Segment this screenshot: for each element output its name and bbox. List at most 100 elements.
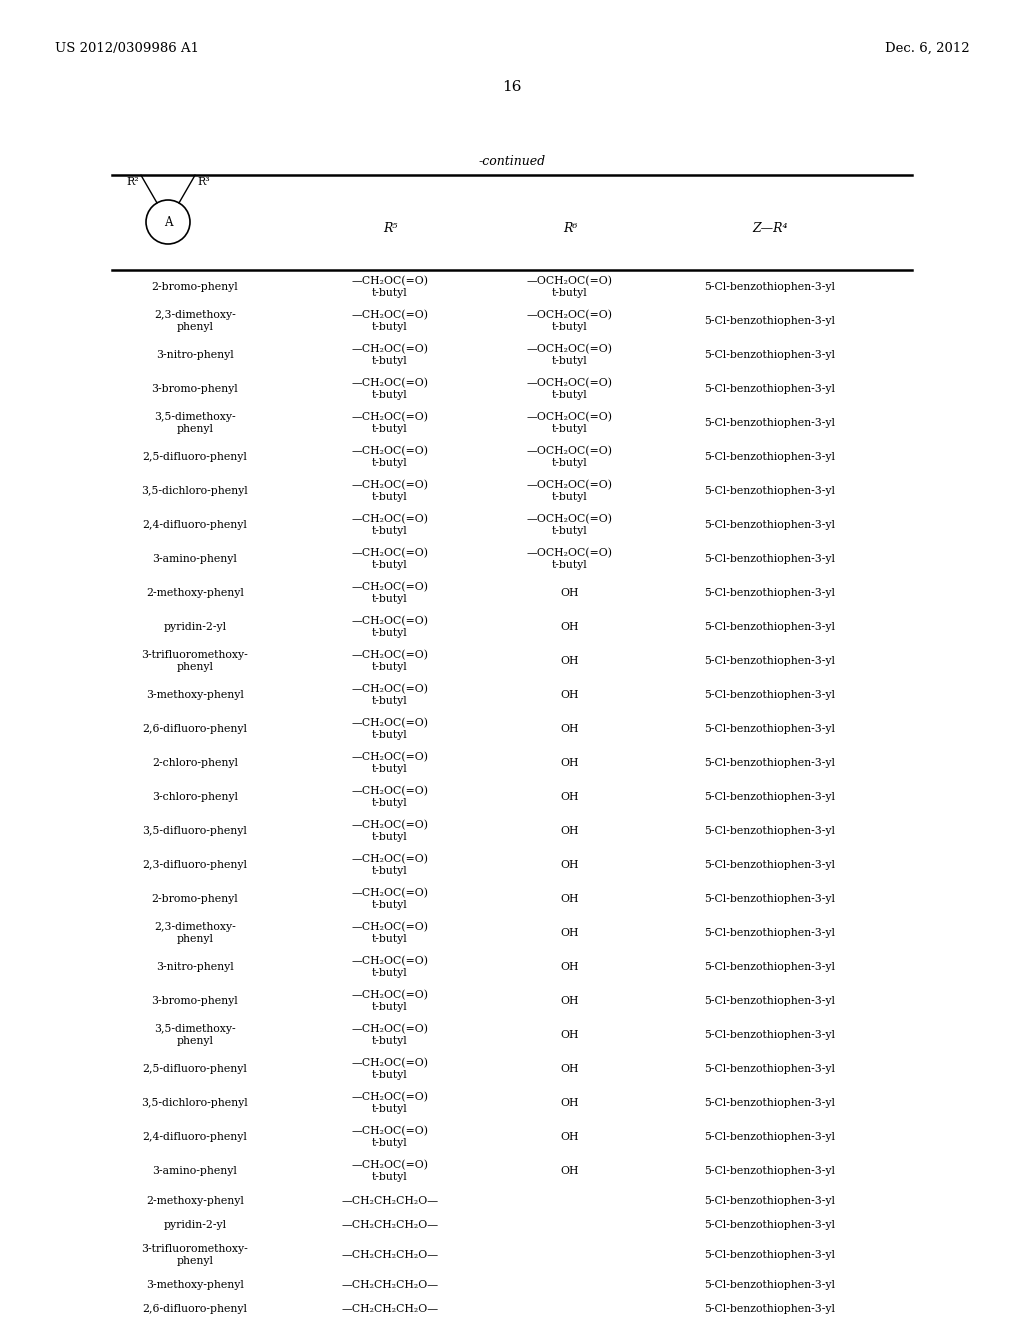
Text: —OCH₂OC(=O)
t-butyl: —OCH₂OC(=O) t-butyl [527, 378, 613, 400]
Text: OH: OH [561, 1064, 580, 1074]
Text: 5-Cl-benzothiophen-3-yl: 5-Cl-benzothiophen-3-yl [705, 723, 836, 734]
Text: —CH₂CH₂CH₂O—: —CH₂CH₂CH₂O— [341, 1250, 438, 1261]
Text: US 2012/0309986 A1: US 2012/0309986 A1 [55, 42, 199, 55]
Text: 5-Cl-benzothiophen-3-yl: 5-Cl-benzothiophen-3-yl [705, 861, 836, 870]
Text: OH: OH [561, 962, 580, 972]
Text: 5-Cl-benzothiophen-3-yl: 5-Cl-benzothiophen-3-yl [705, 997, 836, 1006]
Text: —CH₂OC(=O)
t-butyl: —CH₂OC(=O) t-butyl [351, 412, 428, 434]
Text: —OCH₂OC(=O)
t-butyl: —OCH₂OC(=O) t-butyl [527, 548, 613, 570]
Text: 3-methoxy-phenyl: 3-methoxy-phenyl [146, 690, 244, 700]
Text: —CH₂OC(=O)
t-butyl: —CH₂OC(=O) t-butyl [351, 718, 428, 741]
Text: 3,5-dimethoxy-
phenyl: 3,5-dimethoxy- phenyl [155, 412, 236, 434]
Text: OH: OH [561, 997, 580, 1006]
Text: —OCH₂OC(=O)
t-butyl: —OCH₂OC(=O) t-butyl [527, 513, 613, 536]
Text: 5-Cl-benzothiophen-3-yl: 5-Cl-benzothiophen-3-yl [705, 894, 836, 904]
Text: —CH₂OC(=O)
t-butyl: —CH₂OC(=O) t-butyl [351, 1057, 428, 1080]
Text: —CH₂OC(=O)
t-butyl: —CH₂OC(=O) t-butyl [351, 684, 428, 706]
Text: 3-trifluoromethoxy-
phenyl: 3-trifluoromethoxy- phenyl [141, 1243, 249, 1266]
Text: 2-methoxy-phenyl: 2-methoxy-phenyl [146, 587, 244, 598]
Text: 5-Cl-benzothiophen-3-yl: 5-Cl-benzothiophen-3-yl [705, 1196, 836, 1205]
Text: 16: 16 [502, 81, 522, 94]
Text: 5-Cl-benzothiophen-3-yl: 5-Cl-benzothiophen-3-yl [705, 826, 836, 836]
Text: 3-bromo-phenyl: 3-bromo-phenyl [152, 997, 239, 1006]
Text: pyridin-2-yl: pyridin-2-yl [164, 622, 226, 632]
Text: —CH₂OC(=O)
t-butyl: —CH₂OC(=O) t-butyl [351, 548, 428, 570]
Text: 5-Cl-benzothiophen-3-yl: 5-Cl-benzothiophen-3-yl [705, 622, 836, 632]
Text: —CH₂OC(=O)
t-butyl: —CH₂OC(=O) t-butyl [351, 820, 428, 842]
Text: —CH₂OC(=O)
t-butyl: —CH₂OC(=O) t-butyl [351, 378, 428, 400]
Text: —CH₂OC(=O)
t-butyl: —CH₂OC(=O) t-butyl [351, 785, 428, 808]
Text: 5-Cl-benzothiophen-3-yl: 5-Cl-benzothiophen-3-yl [705, 350, 836, 360]
Text: 3-chloro-phenyl: 3-chloro-phenyl [152, 792, 238, 803]
Text: pyridin-2-yl: pyridin-2-yl [164, 1221, 226, 1230]
Text: OH: OH [561, 758, 580, 768]
Text: 5-Cl-benzothiophen-3-yl: 5-Cl-benzothiophen-3-yl [705, 486, 836, 496]
Text: 3-nitro-phenyl: 3-nitro-phenyl [156, 350, 233, 360]
Text: 5-Cl-benzothiophen-3-yl: 5-Cl-benzothiophen-3-yl [705, 587, 836, 598]
Text: OH: OH [561, 723, 580, 734]
Text: —CH₂OC(=O)
t-butyl: —CH₂OC(=O) t-butyl [351, 276, 428, 298]
Text: OH: OH [561, 928, 580, 939]
Text: —CH₂OC(=O)
t-butyl: —CH₂OC(=O) t-butyl [351, 513, 428, 536]
Text: 5-Cl-benzothiophen-3-yl: 5-Cl-benzothiophen-3-yl [705, 1279, 836, 1290]
Text: 5-Cl-benzothiophen-3-yl: 5-Cl-benzothiophen-3-yl [705, 418, 836, 428]
Text: OH: OH [561, 1030, 580, 1040]
Text: —CH₂CH₂CH₂O—: —CH₂CH₂CH₂O— [341, 1279, 438, 1290]
Text: 5-Cl-benzothiophen-3-yl: 5-Cl-benzothiophen-3-yl [705, 451, 836, 462]
Text: 5-Cl-benzothiophen-3-yl: 5-Cl-benzothiophen-3-yl [705, 282, 836, 292]
Text: 5-Cl-benzothiophen-3-yl: 5-Cl-benzothiophen-3-yl [705, 384, 836, 393]
Text: 5-Cl-benzothiophen-3-yl: 5-Cl-benzothiophen-3-yl [705, 690, 836, 700]
Text: —OCH₂OC(=O)
t-butyl: —OCH₂OC(=O) t-butyl [527, 412, 613, 434]
Text: 5-Cl-benzothiophen-3-yl: 5-Cl-benzothiophen-3-yl [705, 758, 836, 768]
Text: —CH₂OC(=O)
t-butyl: —CH₂OC(=O) t-butyl [351, 310, 428, 333]
Text: —CH₂CH₂CH₂O—: —CH₂CH₂CH₂O— [341, 1304, 438, 1315]
Text: 5-Cl-benzothiophen-3-yl: 5-Cl-benzothiophen-3-yl [705, 315, 836, 326]
Text: —CH₂OC(=O)
t-butyl: —CH₂OC(=O) t-butyl [351, 956, 428, 978]
Text: 3-nitro-phenyl: 3-nitro-phenyl [156, 962, 233, 972]
Text: 2,4-difluoro-phenyl: 2,4-difluoro-phenyl [142, 1133, 248, 1142]
Text: 5-Cl-benzothiophen-3-yl: 5-Cl-benzothiophen-3-yl [705, 554, 836, 564]
Text: —CH₂CH₂CH₂O—: —CH₂CH₂CH₂O— [341, 1221, 438, 1230]
Text: 3-trifluoromethoxy-
phenyl: 3-trifluoromethoxy- phenyl [141, 649, 249, 672]
Text: 3,5-dimethoxy-
phenyl: 3,5-dimethoxy- phenyl [155, 1024, 236, 1045]
Text: —CH₂OC(=O)
t-butyl: —CH₂OC(=O) t-butyl [351, 1024, 428, 1047]
Text: —OCH₂OC(=O)
t-butyl: —OCH₂OC(=O) t-butyl [527, 276, 613, 298]
Text: 3-methoxy-phenyl: 3-methoxy-phenyl [146, 1279, 244, 1290]
Text: —CH₂OC(=O)
t-butyl: —CH₂OC(=O) t-butyl [351, 921, 428, 944]
Text: —CH₂OC(=O)
t-butyl: —CH₂OC(=O) t-butyl [351, 990, 428, 1012]
Text: R²: R² [126, 177, 139, 187]
Text: —CH₂OC(=O)
t-butyl: —CH₂OC(=O) t-butyl [351, 446, 428, 469]
Text: 5-Cl-benzothiophen-3-yl: 5-Cl-benzothiophen-3-yl [705, 1166, 836, 1176]
Text: 2,5-difluoro-phenyl: 2,5-difluoro-phenyl [142, 451, 248, 462]
Text: R⁶: R⁶ [563, 222, 578, 235]
Text: OH: OH [561, 1133, 580, 1142]
Text: OH: OH [561, 587, 580, 598]
Text: 5-Cl-benzothiophen-3-yl: 5-Cl-benzothiophen-3-yl [705, 1064, 836, 1074]
Text: 5-Cl-benzothiophen-3-yl: 5-Cl-benzothiophen-3-yl [705, 792, 836, 803]
Text: 3,5-difluoro-phenyl: 3,5-difluoro-phenyl [142, 826, 248, 836]
Text: 5-Cl-benzothiophen-3-yl: 5-Cl-benzothiophen-3-yl [705, 1304, 836, 1315]
Text: 3-amino-phenyl: 3-amino-phenyl [153, 554, 238, 564]
Text: 2,6-difluoro-phenyl: 2,6-difluoro-phenyl [142, 723, 248, 734]
Text: 5-Cl-benzothiophen-3-yl: 5-Cl-benzothiophen-3-yl [705, 1030, 836, 1040]
Text: 2,3-dimethoxy-
phenyl: 2,3-dimethoxy- phenyl [155, 921, 236, 944]
Text: 2,6-difluoro-phenyl: 2,6-difluoro-phenyl [142, 1304, 248, 1315]
Text: —OCH₂OC(=O)
t-butyl: —OCH₂OC(=O) t-butyl [527, 310, 613, 333]
Text: OH: OH [561, 894, 580, 904]
Text: —CH₂OC(=O)
t-butyl: —CH₂OC(=O) t-butyl [351, 752, 428, 774]
Text: OH: OH [561, 622, 580, 632]
Text: R⁵: R⁵ [383, 222, 397, 235]
Text: 3-bromo-phenyl: 3-bromo-phenyl [152, 384, 239, 393]
Text: —CH₂OC(=O)
t-butyl: —CH₂OC(=O) t-butyl [351, 1160, 428, 1183]
Text: —CH₂OC(=O)
t-butyl: —CH₂OC(=O) t-butyl [351, 582, 428, 605]
Text: —CH₂CH₂CH₂O—: —CH₂CH₂CH₂O— [341, 1196, 438, 1205]
Text: 5-Cl-benzothiophen-3-yl: 5-Cl-benzothiophen-3-yl [705, 1098, 836, 1107]
Text: OH: OH [561, 690, 580, 700]
Text: 5-Cl-benzothiophen-3-yl: 5-Cl-benzothiophen-3-yl [705, 1221, 836, 1230]
Text: 5-Cl-benzothiophen-3-yl: 5-Cl-benzothiophen-3-yl [705, 962, 836, 972]
Text: 3-amino-phenyl: 3-amino-phenyl [153, 1166, 238, 1176]
Text: 2-bromo-phenyl: 2-bromo-phenyl [152, 894, 239, 904]
Text: —OCH₂OC(=O)
t-butyl: —OCH₂OC(=O) t-butyl [527, 446, 613, 469]
Text: 2,3-difluoro-phenyl: 2,3-difluoro-phenyl [142, 861, 248, 870]
Text: Z—R⁴: Z—R⁴ [753, 222, 787, 235]
